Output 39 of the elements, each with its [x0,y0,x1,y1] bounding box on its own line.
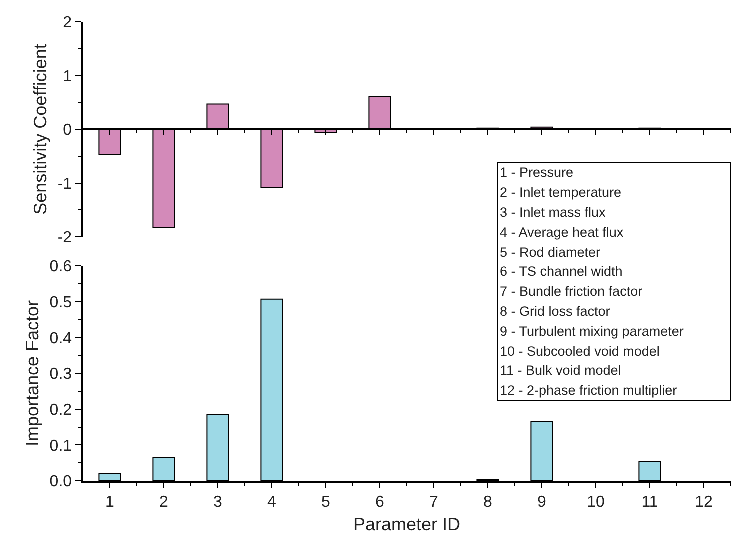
annotation: 11 - Bulk void model [500,363,622,378]
y-tick-label: 0 [63,122,72,140]
annotation: 8 - Grid loss factor [500,304,611,319]
annotation: 9 - Turbulent mixing parameter [500,324,684,339]
x-tick-label: 10 [587,494,605,511]
annotation: 6 - TS channel width [500,264,623,279]
y-axis-title: Importance Factor [22,300,42,447]
x-axis-title: Parameter ID [353,514,461,535]
y-tick-label: 0.5 [50,294,72,312]
y-tick-label: 0.1 [50,438,72,455]
annotation: 10 - Subcooled void model [500,344,660,359]
x-tick-label: 6 [376,494,385,511]
annotation: 12 - 2-phase friction multiplier [500,383,678,398]
x-tick-label: 9 [538,494,547,511]
x-tick-label: 3 [214,494,223,511]
text: 5 - Rod diameter [500,245,602,260]
x-tick-label: 12 [695,494,713,511]
y-tick-label: 0.3 [50,366,72,384]
annotation: 1 - Pressure [500,165,574,180]
y-tick-label: 0.6 [50,258,72,276]
x-tick-label: 2 [160,494,169,511]
y-tick-label: 0.2 [50,402,72,419]
x-tick-label: 8 [484,494,493,511]
y-tick-label: 0.4 [50,330,72,348]
x-tick-label: 11 [642,494,658,511]
annotation: 4 - Average heat flux [500,225,624,240]
annotation: 3 - Inlet mass flux [500,205,606,220]
y-tick-label: 2 [63,14,72,32]
x-tick-label: 1 [106,494,115,511]
x-tick-label: 5 [322,494,331,511]
x-tick-label: 4 [268,494,277,511]
y-axis-title: Sensitivity Coefficient [30,44,51,215]
y-tick-label: -2 [58,230,72,247]
annotation: 2 - Inlet temperature [500,185,622,200]
annotation: 7 - Bundle friction factor [500,284,644,299]
y-tick-label: 0.0 [50,474,72,491]
y-tick-label: 1 [63,68,72,86]
x-tick-label: 7 [430,494,439,511]
y-tick-label: -1 [58,176,72,193]
